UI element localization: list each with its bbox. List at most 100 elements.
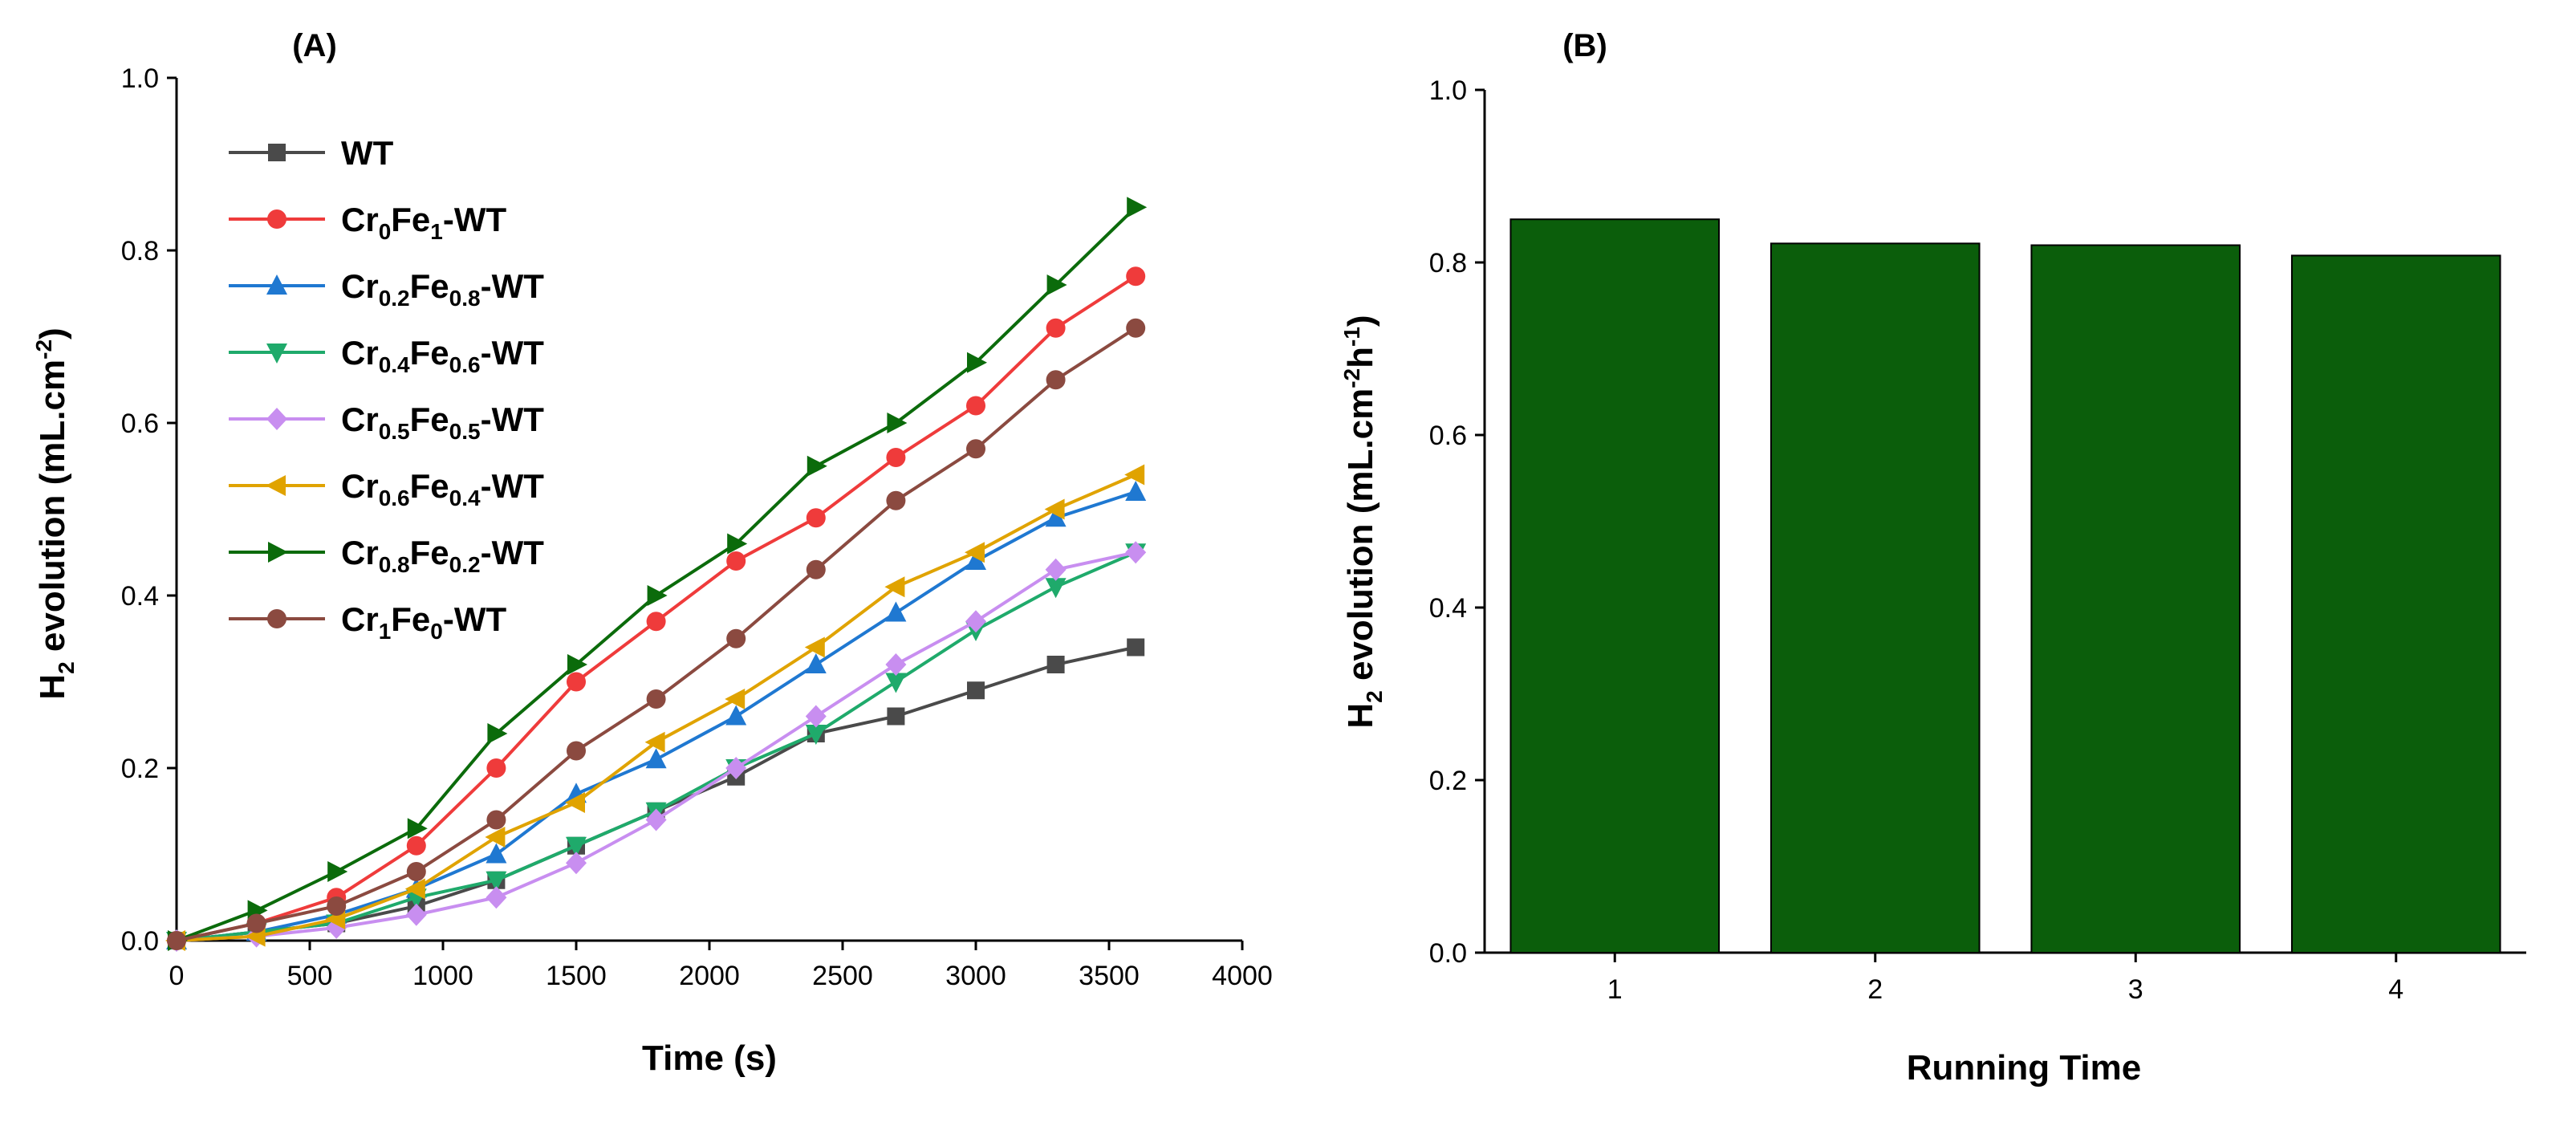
data-point <box>1125 481 1147 501</box>
bar <box>1769 242 1981 954</box>
data-point <box>1127 197 1148 218</box>
data-point <box>726 551 746 571</box>
panel-b-y-tick-label: 1.0 <box>1429 75 1467 106</box>
legend-marker <box>268 542 288 563</box>
data-point <box>887 413 908 433</box>
data-point <box>327 896 347 916</box>
series-line <box>176 490 1136 942</box>
panel-a-x-tick-label: 2000 <box>679 961 740 991</box>
data-point <box>725 757 747 779</box>
panel-a-x-ticks: 0 500 1000 1500 2000 2500 3000 3500 4000 <box>169 941 1273 991</box>
data-point <box>965 610 986 633</box>
panel-b-x-ticks: 1 2 3 4 <box>1607 953 2403 1005</box>
data-point <box>726 628 746 648</box>
data-point <box>885 673 907 693</box>
legend-item: Cr0.5​Fe0.5​-WT <box>229 400 544 444</box>
legend-item: Cr0.2​Fe0.8​-WT <box>229 267 544 311</box>
series-7 <box>168 197 1148 951</box>
panel-a-y-tick-label: 0.4 <box>121 581 159 612</box>
legend-item: WT <box>229 134 394 172</box>
data-point <box>1045 578 1067 599</box>
panel-b-bars <box>1509 218 2501 954</box>
series-8 <box>167 318 1146 950</box>
legend-label: Cr0.8​Fe0.2​-WT <box>341 534 544 577</box>
legend-marker <box>266 274 287 295</box>
data-point <box>1126 318 1146 338</box>
legend-item: Cr0.4​Fe0.6​-WT <box>229 334 544 377</box>
data-point <box>966 396 985 416</box>
legend-item: Cr0​Fe1​-WT <box>229 201 506 244</box>
panel-b-y-tick-label: 0.0 <box>1429 938 1467 969</box>
panel-a-x-axis-title: Time (s) <box>642 1039 777 1078</box>
data-point <box>567 741 586 761</box>
panel-a-x-tick-label: 1000 <box>412 961 473 991</box>
data-point <box>1046 370 1066 390</box>
data-point <box>807 455 827 477</box>
panel-b-y-axis-title: H2 evolution (mL.cm-2h-1) <box>1339 315 1387 728</box>
bar <box>2290 254 2501 953</box>
data-point <box>644 731 665 753</box>
panel-b-y-ticks: 0.0 0.2 0.4 0.6 0.8 1.0 <box>1429 75 1485 969</box>
panel-a-y-tick-label: 0.0 <box>121 926 159 957</box>
data-point <box>967 681 985 700</box>
data-point <box>965 542 985 563</box>
data-point <box>727 533 748 555</box>
legend-marker <box>266 344 287 364</box>
legend-marker <box>267 609 286 628</box>
panel-a-x-tick-label: 1500 <box>546 961 607 991</box>
panel-a-y-ticks: 0.0 0.2 0.4 0.6 0.8 1.0 <box>121 63 177 957</box>
data-point <box>1046 318 1066 338</box>
data-point <box>1127 638 1145 657</box>
data-point <box>406 862 426 881</box>
panel-b-x-axis-title: Running Time <box>1907 1048 2142 1087</box>
panel-b-x-tick-label: 1 <box>1607 974 1623 1005</box>
data-point <box>486 758 506 778</box>
panel-b-y-tick-label: 0.4 <box>1429 593 1467 624</box>
legend-item: Cr1​Fe0​-WT <box>229 600 506 644</box>
panel-a-series <box>165 197 1148 952</box>
data-point <box>565 792 585 813</box>
legend-label: Cr0​Fe1​-WT <box>341 201 506 244</box>
legend-label: Cr0.2​Fe0.8​-WT <box>341 267 544 311</box>
legend-label: Cr0.5​Fe0.5​-WT <box>341 400 544 444</box>
panel-b-y-tick-label: 0.8 <box>1429 248 1467 278</box>
data-point <box>1044 498 1065 520</box>
panel-b-y-tick-label: 0.2 <box>1429 766 1467 796</box>
data-point <box>486 886 507 909</box>
panel-a-x-tick-label: 0 <box>169 961 185 991</box>
panel-a-x-tick-label: 3500 <box>1079 961 1140 991</box>
data-point <box>725 705 747 726</box>
data-point <box>486 810 506 830</box>
data-point <box>965 550 986 570</box>
legend-marker <box>268 144 286 161</box>
data-point <box>647 585 668 606</box>
data-point <box>567 672 586 692</box>
data-point <box>885 601 907 622</box>
data-point <box>645 748 667 769</box>
legend-marker <box>266 408 287 430</box>
panel-b-x-tick-label: 4 <box>2388 974 2403 1005</box>
data-point <box>1045 506 1067 527</box>
data-point <box>805 653 827 673</box>
panel-b-bar-chart: (B) 0.0 0.2 0.4 0.6 0.8 1.0 1 2 3 4 Running Time… <box>1339 28 2526 1087</box>
data-point <box>487 723 508 744</box>
panel-a-y-axis-title: H2 evolution (mL.cm-2) <box>31 327 79 699</box>
data-point <box>804 636 825 658</box>
data-point <box>806 508 826 528</box>
legend-label: Cr0.6​Fe0.4​-WT <box>341 467 544 510</box>
panel-a-legend: WT Cr0​Fe1​-WT Cr0.2​Fe0.8​-WT Cr0.4​Fe0.6​… <box>229 134 544 644</box>
data-point <box>886 448 906 467</box>
panel-a-x-tick-label: 4000 <box>1212 961 1273 991</box>
legend-item: Cr0.6​Fe0.4​-WT <box>229 467 544 510</box>
data-point <box>327 861 348 882</box>
panel-b-label: (B) <box>1562 28 1607 63</box>
data-point <box>645 808 667 831</box>
data-point <box>1045 558 1067 581</box>
data-point <box>566 836 587 857</box>
bar <box>2030 244 2241 953</box>
legend-label: Cr0.4​Fe0.6​-WT <box>341 334 544 377</box>
data-point <box>887 707 905 726</box>
series-1 <box>168 638 1145 949</box>
data-point <box>485 827 506 848</box>
